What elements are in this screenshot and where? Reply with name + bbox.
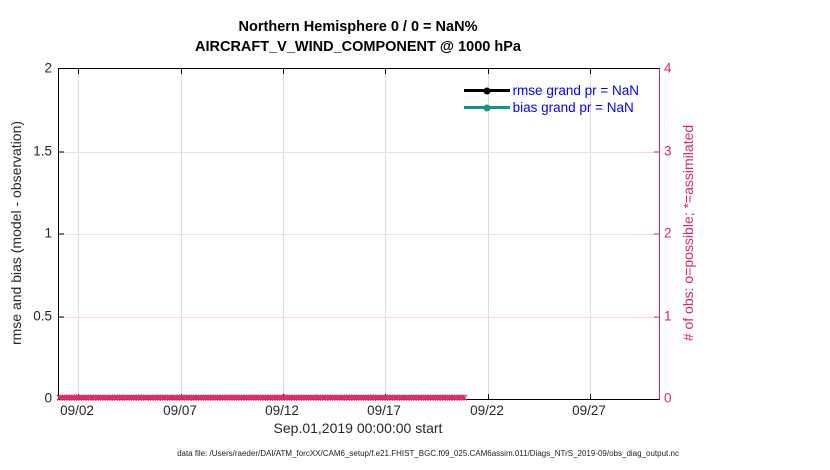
y-right-tick-label: 3 — [664, 143, 672, 158]
x-tick-mark — [488, 69, 489, 74]
x-tick-label: 09/02 — [60, 403, 94, 418]
y-left-tick-label: 1 — [44, 225, 52, 241]
gridline-horizontal — [59, 316, 659, 318]
chart-subtitle: AIRCRAFT_V_WIND_COMPONENT @ 1000 hPa — [195, 39, 521, 55]
bias-line-sample-icon — [463, 104, 510, 111]
y-left-tick-mark — [59, 233, 64, 235]
legend: rmse grand pr = NaN bias grand pr = NaN — [463, 82, 639, 116]
x-tick-mark — [488, 394, 489, 399]
x-tick-mark — [180, 394, 182, 399]
y-right-tick-label: 2 — [664, 225, 672, 241]
y-axis-label-left: rmse and bias (model - observation) — [8, 120, 24, 346]
x-tick-label: 09/07 — [163, 403, 197, 418]
x-tick-mark — [282, 394, 284, 399]
y-right-tick-label: 4 — [664, 60, 672, 76]
obs-marker-band: ××××××××××××××××××××××××××××××××××××××××… — [56, 393, 468, 405]
gridline-horizontal — [59, 151, 659, 153]
x-tick-label: 09/27 — [572, 403, 606, 418]
x-tick-label: 09/22 — [470, 403, 504, 418]
x-axis-label: Sep.01,2019 00:00:00 start — [273, 420, 443, 436]
data-file-footer: data file: /Users/raeder/DAI/ATM_forcXX/… — [177, 449, 679, 458]
legend-label-rmse: rmse grand pr = NaN — [512, 83, 639, 98]
y-left-tick-label: 0 — [44, 390, 52, 406]
y-axis-label-right: # of obs: o=possible; *=assimilated — [680, 124, 696, 342]
y-left-tick-label: 2 — [44, 60, 52, 76]
y-right-tick-label: 1 — [664, 308, 672, 323]
gridline-horizontal — [59, 234, 659, 235]
y-right-tick-mark — [654, 233, 659, 235]
bias-marker-icon — [483, 104, 491, 111]
legend-label-bias: bias grand pr = NaN — [512, 100, 634, 115]
y-right-tick-mark — [654, 151, 659, 152]
x-tick-mark — [282, 69, 284, 74]
y-right-tick-mark — [654, 316, 659, 317]
y-left-tick-mark — [59, 151, 64, 152]
x-tick-label: 09/12 — [265, 403, 299, 418]
x-tick-mark — [78, 69, 80, 74]
plot-area: ××××××××××××××××××××××××××××××××××××××××… — [56, 68, 660, 404]
y-left-tick-mark — [59, 316, 64, 317]
x-tick-label: 09/17 — [367, 403, 401, 418]
x-tick-mark — [590, 69, 591, 74]
x-tick-mark — [384, 394, 386, 399]
chart-title: Northern Hemisphere 0 / 0 = NaN% — [238, 19, 478, 35]
rmse-line-sample-icon — [463, 87, 510, 94]
title-block: Northern Hemisphere 0 / 0 = NaN% AIRCRAF… — [58, 17, 658, 57]
y-right-tick-label: 0 — [664, 390, 672, 406]
y-left-tick-label: 0.5 — [33, 308, 52, 323]
rmse-marker-icon — [483, 87, 491, 94]
x-tick-mark — [78, 394, 80, 399]
legend-row-bias: bias grand pr = NaN — [463, 99, 639, 116]
x-tick-mark — [590, 394, 591, 399]
legend-row-rmse: rmse grand pr = NaN — [463, 82, 639, 99]
y-left-tick-label: 1.5 — [33, 143, 52, 158]
x-tick-mark — [384, 69, 386, 74]
x-tick-mark — [180, 69, 182, 74]
